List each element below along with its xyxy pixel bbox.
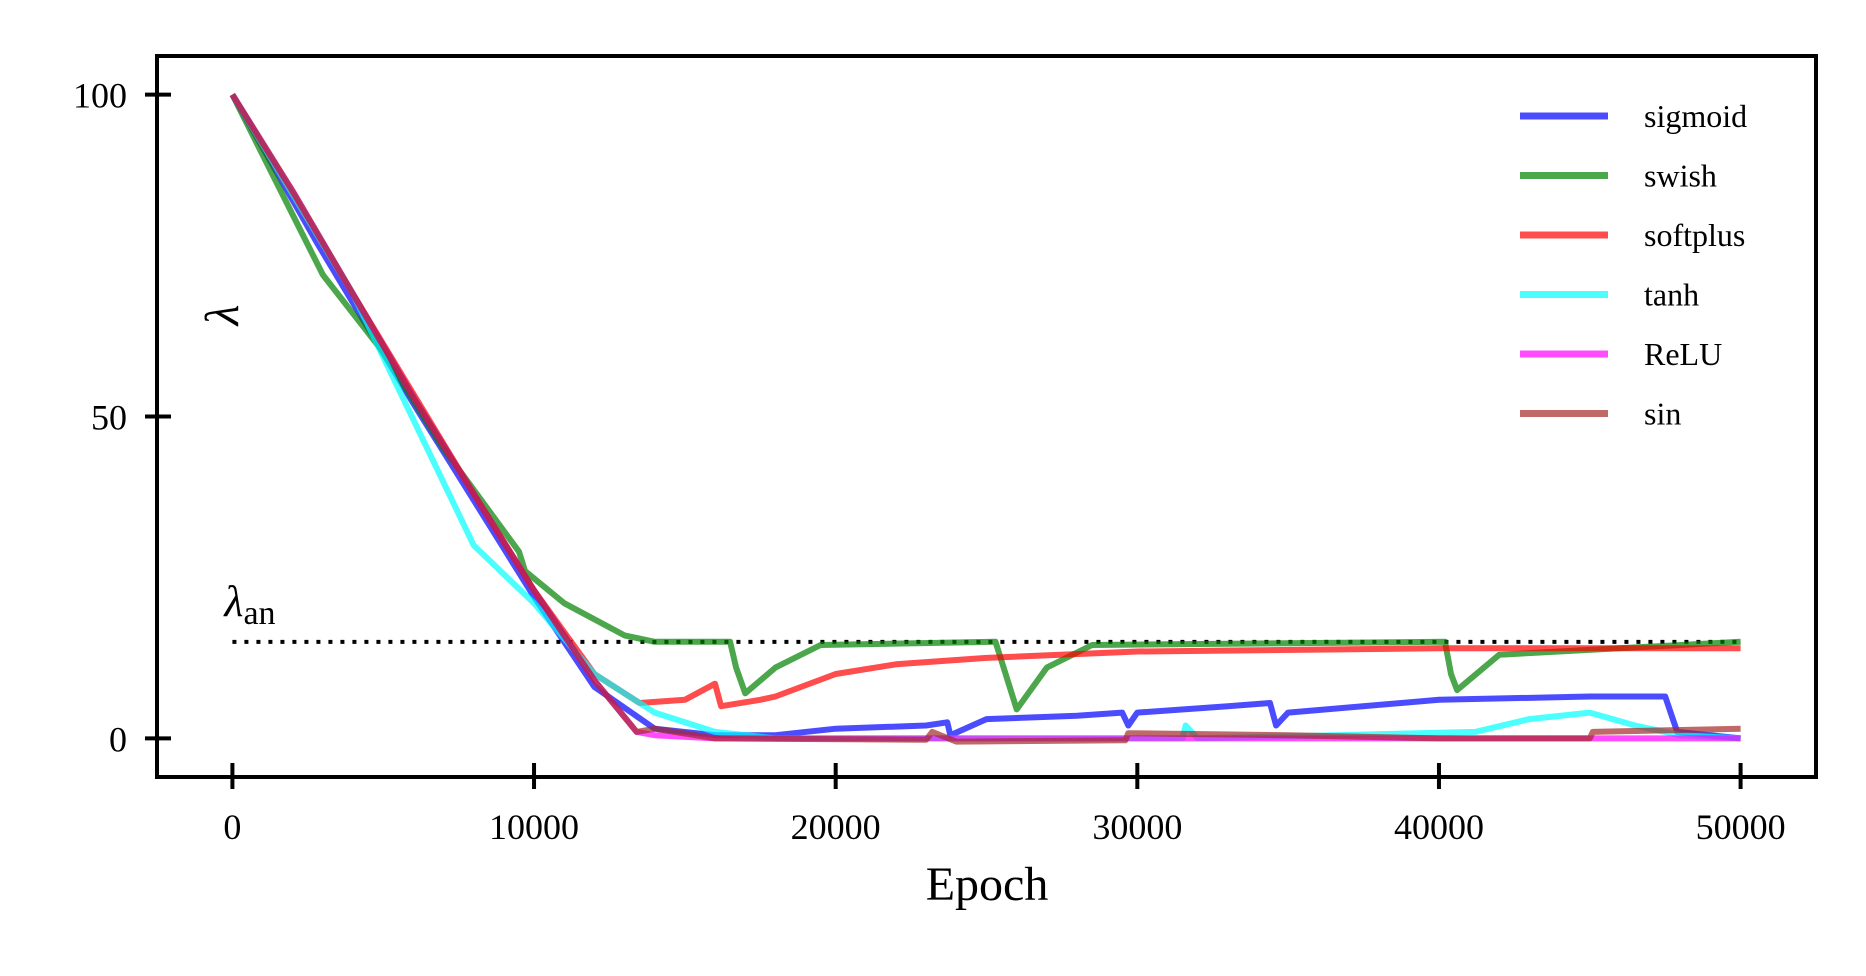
legend-label: swish bbox=[1644, 158, 1717, 194]
x-tick-label: 20000 bbox=[791, 807, 881, 847]
y-axis-label: λ bbox=[196, 305, 249, 328]
y-tick-label: 100 bbox=[73, 76, 127, 116]
legend-label: sigmoid bbox=[1644, 98, 1747, 134]
legend-label: ReLU bbox=[1644, 336, 1722, 372]
y-tick-label: 50 bbox=[91, 398, 127, 438]
x-tick-label: 40000 bbox=[1394, 807, 1484, 847]
series-line bbox=[229, 93, 1741, 713]
x-tick-label: 50000 bbox=[1696, 807, 1786, 847]
x-tick-label: 10000 bbox=[489, 807, 579, 847]
legend-label: sin bbox=[1644, 396, 1681, 432]
x-tick-label: 0 bbox=[223, 807, 241, 847]
reference-label-sub: an bbox=[243, 595, 275, 632]
x-axis-label: Epoch bbox=[926, 858, 1049, 911]
reference-label-main: λ bbox=[222, 577, 243, 626]
series-line bbox=[229, 93, 1741, 745]
legend-label: tanh bbox=[1644, 277, 1699, 313]
legend-label: softplus bbox=[1644, 217, 1745, 253]
y-tick-label: 0 bbox=[109, 719, 127, 759]
reference-label: λan bbox=[222, 577, 275, 632]
x-tick-label: 30000 bbox=[1092, 807, 1182, 847]
series-line bbox=[229, 93, 1741, 710]
